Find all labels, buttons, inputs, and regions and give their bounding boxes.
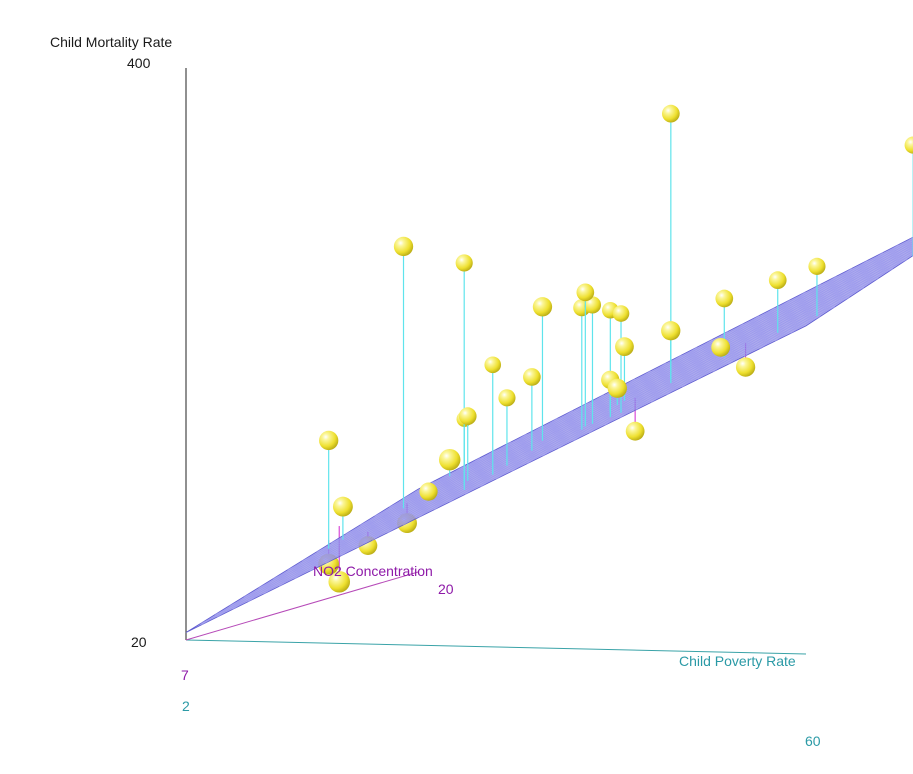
data-point-6 — [393, 236, 414, 257]
plane-grid-line — [374, 243, 913, 517]
data-point-5 — [455, 254, 473, 272]
data-point-32 — [735, 357, 756, 377]
data-point-1 — [328, 570, 351, 593]
data-point-26 — [625, 421, 645, 441]
data-point-19 — [612, 305, 630, 322]
plane-grid-line — [287, 258, 908, 571]
z-tick-max: 400 — [127, 55, 151, 71]
plane-grid-line — [243, 287, 865, 597]
data-point-31 — [808, 257, 826, 275]
data-point-14 — [438, 448, 461, 471]
poverty-axis-line — [185, 639, 807, 655]
data-point-33 — [904, 136, 913, 154]
plane-grid-line — [200, 316, 821, 624]
data-point-12 — [458, 407, 477, 425]
data-point-3 — [332, 496, 353, 517]
data-point-21 — [576, 283, 595, 302]
regression-plane-surface — [185, 236, 913, 633]
plane-grid-line — [301, 253, 913, 562]
y-tick-min: 7 — [181, 667, 189, 683]
plane-grid-line — [272, 268, 894, 580]
data-point-24 — [607, 378, 627, 398]
data-point-27 — [661, 321, 681, 341]
regression-plane — [185, 236, 913, 633]
x-axis-title: Child Poverty Rate — [679, 653, 796, 669]
plane-grid-line — [258, 277, 879, 588]
plane-grid-line — [403, 238, 913, 499]
data-point-2 — [319, 430, 339, 451]
plane-grid-line — [229, 297, 850, 606]
z-axis-title: Child Mortality Rate — [50, 34, 173, 50]
data-point-29 — [711, 337, 731, 357]
data-point-10 — [498, 389, 516, 407]
plane-grid-line — [316, 251, 913, 553]
y-tick-max: 20 — [438, 581, 454, 597]
plane-grid-line — [345, 247, 913, 535]
data-point-13 — [419, 482, 438, 501]
data-point-15 — [523, 368, 541, 386]
data-point-23 — [615, 337, 634, 357]
plane-grid-line — [359, 245, 913, 526]
no2-axis-line — [185, 571, 419, 641]
data-point-28 — [715, 289, 734, 308]
axes-layer — [185, 68, 807, 655]
data-point-25 — [661, 104, 680, 123]
z-tick-min: 20 — [131, 634, 147, 650]
x-tick-max: 60 — [805, 733, 821, 749]
data-point-9 — [484, 356, 502, 374]
x-tick-min: 2 — [182, 698, 190, 714]
data-point-30 — [768, 271, 787, 289]
plane-grid-line — [214, 306, 836, 615]
y-axis-title: NO2 Concentration — [313, 563, 433, 579]
data-point-16 — [532, 297, 553, 317]
points-above-plane — [319, 104, 913, 549]
